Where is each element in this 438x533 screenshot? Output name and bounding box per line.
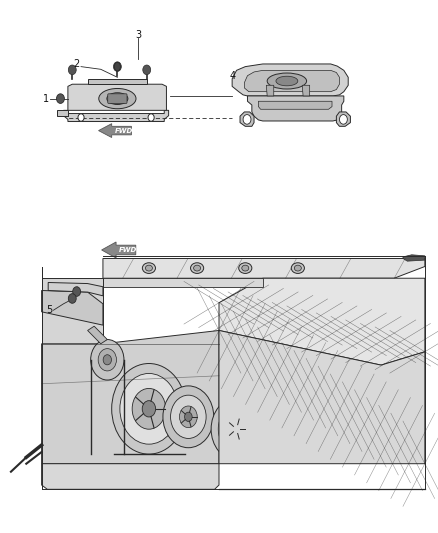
Polygon shape: [99, 124, 131, 138]
Text: 5: 5: [46, 305, 52, 315]
Polygon shape: [42, 290, 103, 325]
Polygon shape: [57, 110, 68, 116]
Polygon shape: [403, 255, 425, 261]
Ellipse shape: [99, 88, 136, 109]
Circle shape: [243, 115, 251, 124]
Polygon shape: [247, 96, 344, 121]
Circle shape: [103, 355, 111, 365]
Circle shape: [73, 287, 81, 296]
Text: 2: 2: [74, 59, 80, 69]
Circle shape: [180, 406, 197, 427]
Ellipse shape: [107, 93, 128, 104]
Polygon shape: [244, 70, 339, 92]
Ellipse shape: [276, 76, 298, 86]
Polygon shape: [219, 330, 425, 464]
Text: 3: 3: [135, 30, 141, 39]
Circle shape: [112, 364, 186, 454]
Ellipse shape: [194, 265, 201, 271]
Circle shape: [98, 349, 117, 371]
Ellipse shape: [191, 263, 204, 273]
Circle shape: [57, 94, 64, 103]
Ellipse shape: [142, 263, 155, 273]
Circle shape: [120, 374, 178, 444]
Ellipse shape: [114, 62, 120, 71]
Text: FWD: FWD: [119, 247, 137, 253]
FancyBboxPatch shape: [108, 94, 127, 103]
Circle shape: [143, 65, 151, 75]
Ellipse shape: [242, 265, 249, 271]
Polygon shape: [240, 112, 254, 126]
Circle shape: [184, 412, 192, 422]
Circle shape: [78, 114, 84, 122]
Polygon shape: [42, 266, 103, 344]
Text: 1: 1: [43, 94, 49, 103]
Circle shape: [228, 418, 245, 440]
Polygon shape: [302, 85, 310, 96]
Polygon shape: [48, 282, 103, 296]
Polygon shape: [42, 330, 219, 464]
Circle shape: [91, 340, 124, 380]
Ellipse shape: [267, 73, 307, 89]
Ellipse shape: [239, 263, 252, 273]
Text: FWD: FWD: [115, 127, 133, 134]
Circle shape: [211, 398, 262, 460]
Polygon shape: [64, 110, 169, 122]
Polygon shape: [103, 259, 425, 278]
Circle shape: [132, 389, 166, 429]
Polygon shape: [88, 79, 147, 84]
Polygon shape: [102, 242, 136, 258]
Ellipse shape: [291, 263, 304, 273]
Circle shape: [68, 294, 76, 303]
Circle shape: [339, 115, 347, 124]
Text: 4: 4: [229, 71, 235, 80]
Polygon shape: [103, 278, 263, 287]
Ellipse shape: [294, 265, 301, 271]
Ellipse shape: [145, 265, 152, 271]
Circle shape: [233, 424, 240, 434]
Circle shape: [170, 395, 206, 439]
Circle shape: [163, 386, 214, 448]
Circle shape: [148, 114, 154, 122]
Circle shape: [218, 407, 255, 451]
Polygon shape: [68, 84, 166, 110]
Polygon shape: [42, 464, 219, 489]
Polygon shape: [232, 64, 348, 96]
Polygon shape: [219, 278, 425, 365]
Polygon shape: [336, 112, 350, 126]
Polygon shape: [266, 85, 274, 96]
Polygon shape: [258, 101, 332, 109]
Circle shape: [142, 401, 155, 417]
Circle shape: [68, 65, 76, 75]
Polygon shape: [88, 326, 107, 344]
Circle shape: [113, 62, 121, 71]
